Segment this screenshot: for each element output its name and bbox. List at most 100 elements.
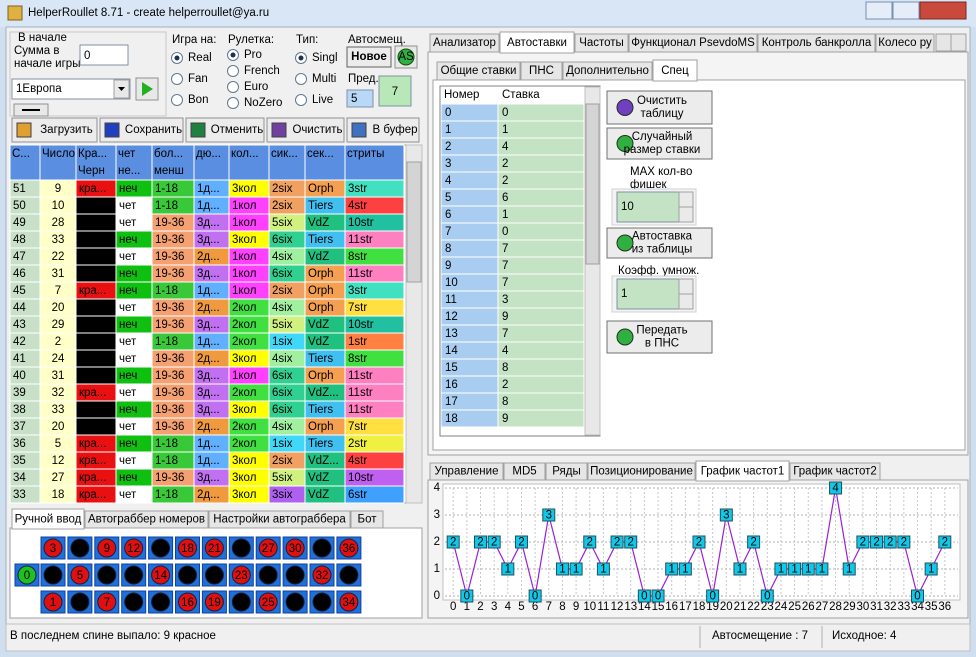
radio-label[interactable]: Live (312, 94, 333, 106)
table-cell[interactable] (497, 171, 585, 190)
tab-label[interactable]: Общие ставки (441, 65, 517, 77)
table-cell[interactable] (497, 188, 585, 207)
table-cell[interactable] (497, 205, 585, 224)
number-chip[interactable] (151, 538, 171, 558)
board-number[interactable]: 4 (77, 597, 84, 609)
tab-scroll-right[interactable] (950, 33, 967, 52)
board-number[interactable]: 10 (127, 597, 140, 609)
radio-button[interactable] (171, 94, 183, 106)
spin-up[interactable] (678, 191, 694, 208)
tab[interactable] (757, 33, 876, 53)
number-chip[interactable] (43, 565, 63, 585)
new-button[interactable] (346, 46, 392, 68)
table-cell[interactable] (497, 324, 585, 343)
number-chip[interactable] (339, 565, 359, 585)
table-cell[interactable] (497, 154, 585, 173)
tab[interactable] (350, 510, 384, 529)
table-cell[interactable] (497, 222, 585, 241)
radio-button[interactable] (227, 97, 239, 109)
tab[interactable] (84, 510, 209, 529)
tab[interactable] (520, 61, 563, 81)
radio-button[interactable] (227, 65, 239, 77)
number-chip[interactable] (231, 538, 251, 558)
board-number[interactable]: 15 (154, 543, 167, 555)
board-number[interactable]: 23 (235, 570, 248, 582)
board-number[interactable]: 26 (262, 570, 275, 582)
table-cell[interactable] (497, 358, 585, 377)
tab[interactable] (587, 462, 696, 481)
board-number[interactable]: 14 (154, 570, 167, 582)
tab[interactable] (429, 462, 504, 481)
tab-label[interactable]: Автоставки (507, 37, 567, 49)
number-chip[interactable] (204, 538, 224, 558)
number-chip[interactable] (97, 565, 117, 585)
board-number[interactable]: 18 (181, 543, 194, 555)
board-number[interactable]: 28 (289, 597, 302, 609)
number-chip[interactable] (339, 538, 359, 558)
board-number[interactable]: 11 (128, 570, 140, 582)
button-label[interactable]: Очистить (637, 95, 687, 107)
tab-label[interactable]: График частот2 (793, 466, 877, 478)
tab[interactable] (208, 510, 351, 529)
spin-down[interactable] (678, 293, 694, 310)
button-label[interactable]: Отменить (211, 124, 264, 136)
radio-label[interactable]: Euro (244, 81, 268, 93)
close-button[interactable] (919, 1, 967, 20)
tab[interactable] (628, 33, 758, 53)
spin-down[interactable] (678, 206, 694, 223)
number-chip[interactable] (204, 592, 224, 612)
table-cell[interactable] (497, 103, 585, 122)
board-number[interactable]: 19 (208, 597, 221, 609)
number-chip[interactable] (285, 565, 305, 585)
radio-label[interactable]: French (244, 65, 280, 77)
number-chip[interactable] (231, 592, 251, 612)
radio-label[interactable]: Bon (188, 94, 208, 106)
number-chip[interactable] (70, 538, 90, 558)
number-chip[interactable] (258, 565, 278, 585)
header-cell[interactable] (228, 144, 270, 181)
radio-label[interactable]: NoZero (244, 97, 282, 109)
table-cell[interactable] (497, 375, 585, 394)
tab[interactable] (429, 33, 500, 53)
tab[interactable] (695, 460, 790, 482)
board-number[interactable]: 25 (262, 597, 275, 609)
spin-up[interactable] (678, 278, 694, 295)
radio-label[interactable]: Real (188, 52, 212, 64)
number-chip[interactable] (151, 592, 171, 612)
tab-label[interactable]: Автограббер номеров (88, 514, 205, 526)
board-number[interactable]: 3 (50, 543, 56, 555)
tab[interactable] (499, 31, 575, 54)
radio-label[interactable]: Fan (188, 73, 208, 85)
radio-button[interactable] (171, 73, 183, 85)
number-chip[interactable] (124, 565, 144, 585)
table-cell[interactable] (497, 137, 585, 156)
header-cell[interactable] (344, 144, 405, 181)
tab[interactable] (11, 508, 85, 530)
tab-label[interactable]: Позиционирование (590, 466, 693, 478)
tab[interactable] (436, 61, 521, 81)
radio-button[interactable] (295, 94, 307, 106)
board-number[interactable]: 12 (127, 543, 140, 555)
tab[interactable] (545, 462, 588, 481)
tab-label[interactable]: Ручной ввод (15, 514, 82, 526)
number-chip[interactable] (70, 592, 90, 612)
action-button[interactable] (606, 127, 713, 160)
board-number[interactable]: 31 (316, 597, 329, 609)
tab[interactable] (875, 33, 935, 53)
tab-label[interactable]: Ряды (552, 466, 581, 478)
board-number[interactable]: 20 (208, 570, 221, 582)
number-chip[interactable] (285, 592, 305, 612)
minimize-button[interactable] (865, 1, 893, 20)
button-label[interactable]: в ПНС (645, 338, 679, 350)
table-cell[interactable] (497, 256, 585, 275)
board-number[interactable]: 34 (343, 597, 356, 609)
header-cell[interactable] (9, 144, 41, 181)
board-number[interactable]: 1 (50, 597, 56, 609)
number-chip[interactable] (312, 592, 332, 612)
button-label[interactable]: Передать (636, 325, 687, 337)
table-cell[interactable] (497, 392, 585, 411)
board-number[interactable]: 24 (235, 543, 248, 555)
table-cell[interactable] (497, 120, 585, 139)
tab-label[interactable]: ПНС (529, 65, 554, 77)
button-label[interactable]: таблицу (640, 108, 683, 120)
